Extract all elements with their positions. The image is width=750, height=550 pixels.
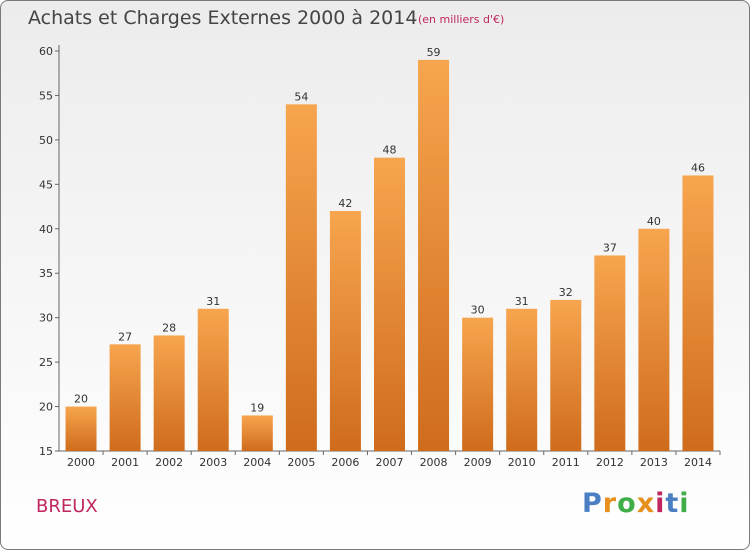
y-tick-label: 15 [39,445,53,458]
bar-value-label: 42 [338,197,352,210]
bar-value-label: 20 [74,393,88,406]
x-tick-label: 2010 [508,456,536,469]
bar-value-label: 46 [691,161,705,174]
bar-value-label: 32 [559,286,573,299]
y-tick-label: 35 [39,267,53,280]
bar-value-label: 59 [427,46,441,59]
y-tick-label: 55 [39,89,53,102]
bar [462,317,494,451]
x-tick-label: 2009 [464,456,492,469]
logo-letter: i [655,488,666,519]
bar [550,299,582,451]
x-tick-label: 2003 [199,456,227,469]
x-tick-label: 2008 [420,456,448,469]
bar-value-label: 27 [118,330,132,343]
labels: 20 2000 27 2001 28 2002 31 2003 19 2004 54 2005 42 20… [67,46,712,469]
bar-value-label: 28 [162,321,176,334]
bar-value-label: 31 [206,295,220,308]
y-tick-label: 20 [39,401,53,414]
logo-letter: t [665,488,680,519]
x-tick-label: 2012 [596,456,624,469]
y-tick-label: 60 [39,45,53,58]
bar [374,157,405,451]
x-tick-label: 2006 [331,456,359,469]
x-tick-label: 2005 [287,456,315,469]
bars [65,59,714,452]
bar [594,255,626,451]
x-tick-label: 2013 [640,456,668,469]
x-tick-label: 2014 [684,456,712,469]
chart-title: Achats et Charges Externes 2000 à 2014 [28,7,418,29]
bar [506,308,538,451]
logo-letter: r [602,488,618,519]
logo-letter: o [617,488,637,519]
logo-letter: i [679,488,690,519]
bar [241,415,273,451]
bar [285,104,317,451]
y-tick-label: 40 [39,223,53,236]
bar-value-label: 37 [603,241,617,254]
x-tick-label: 2011 [552,456,580,469]
bar [329,211,361,451]
bar [197,308,229,451]
x-tick-label: 2000 [67,456,95,469]
x-tick-label: 2002 [155,456,183,469]
commune-name: BREUX [36,496,98,517]
x-tick-label: 2004 [243,456,271,469]
logo-letter: P [582,488,603,519]
bar-value-label: 19 [250,401,264,414]
bar-value-label: 31 [515,295,529,308]
bar [418,59,450,452]
bar [682,175,714,451]
bar-value-label: 54 [294,90,308,103]
bar-value-label: 40 [647,215,661,228]
y-tick-label: 45 [39,178,53,191]
x-tick-label: 2007 [376,456,404,469]
bar [638,228,670,451]
x-tick-label: 2001 [111,456,139,469]
chart-subtitle: (en milliers d'€) [418,13,505,26]
bar [153,335,185,451]
y-tick-label: 30 [39,312,53,325]
proxiti-logo[interactable]: Proxiti [582,488,690,519]
bar-value-label: 48 [383,144,397,157]
y-tick-label: 50 [39,134,53,147]
bar [65,406,97,451]
bar [109,344,141,451]
bar-value-label: 30 [471,304,485,317]
logo-letter: x [636,488,656,519]
y-tick-label: 25 [39,356,53,369]
